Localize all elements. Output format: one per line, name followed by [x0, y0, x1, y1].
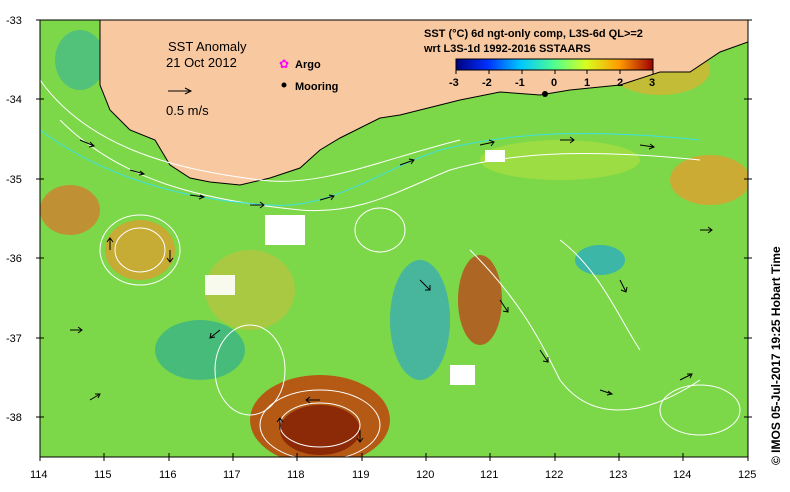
- product-line-1: SST (°C) 6d ngt-only comp, L3S-6d QL>=2: [424, 28, 643, 40]
- map-date: 21 Oct 2012: [166, 55, 237, 70]
- warm-eddy-core: [280, 405, 360, 455]
- x-tick-label: 120: [416, 469, 434, 481]
- plot-frame: [39, 19, 749, 458]
- colorbar-tick-label: 1: [584, 77, 590, 89]
- cool-patch: [55, 30, 105, 90]
- x-tick-label: 119: [352, 469, 370, 481]
- y-tick-label: -35: [6, 174, 22, 186]
- warm-patch: [40, 185, 100, 235]
- x-tick-label: 121: [480, 469, 498, 481]
- colorbar-tick-label: 0: [551, 77, 557, 89]
- argo-label: Argo: [295, 59, 321, 71]
- scale-arrow-head: [184, 87, 193, 95]
- mild-patch: [205, 250, 295, 330]
- y-tick-label: -36: [6, 253, 22, 265]
- mooring-legend-icon: [281, 82, 287, 88]
- warm-patch: [670, 155, 748, 205]
- warm-patch: [105, 220, 175, 280]
- colorbar: [455, 58, 654, 71]
- cool-patch: [575, 245, 625, 275]
- y-tick-label: -33: [6, 15, 22, 27]
- x-tick-label: 124: [673, 469, 691, 481]
- x-tick-label: 114: [30, 469, 48, 481]
- cool-patch: [390, 260, 450, 380]
- y-tick-label: -37: [6, 333, 22, 345]
- credit-text: © IMOS 05-Jul-2017 19:25 Hobart Time: [769, 246, 783, 465]
- colorbar-tick-label: -1: [515, 77, 525, 89]
- velocity-arrows: [70, 136, 713, 443]
- y-tick-label: -34: [6, 94, 22, 106]
- x-tick-label: 123: [609, 469, 627, 481]
- no-data-patch: [450, 365, 475, 385]
- y-ticks: [36, 19, 752, 418]
- no-data-patch: [205, 275, 235, 295]
- argo-icon: ✿: [279, 57, 289, 71]
- colorbar-ticks: [455, 70, 654, 74]
- cool-patch: [155, 320, 245, 380]
- map-title: SST Anomaly: [168, 39, 247, 54]
- mooring-label: Mooring: [295, 81, 338, 93]
- x-tick-label: 118: [287, 469, 305, 481]
- colorbar-tick-label: 2: [617, 77, 623, 89]
- coastal-current-line: [40, 129, 701, 206]
- colorbar-tick-label: 3: [649, 77, 655, 89]
- mooring-marker: [542, 91, 548, 97]
- mild-patch: [480, 140, 640, 180]
- x-tick-label: 116: [159, 469, 177, 481]
- x-tick-label: 115: [94, 469, 112, 481]
- product-line-2: wrt L3S-1d 1992-2016 SSTAARS: [423, 43, 591, 55]
- colorbar-tick-label: -3: [449, 77, 459, 89]
- y-tick-label: -38: [6, 412, 22, 424]
- scale-label: 0.5 m/s: [166, 103, 209, 118]
- x-ticks: [39, 453, 749, 461]
- colorbar-tick-label: -2: [482, 77, 492, 89]
- x-tick-label: 125: [738, 469, 756, 481]
- x-tick-label: 117: [223, 469, 241, 481]
- warm-patch: [458, 255, 502, 345]
- x-tick-label: 122: [545, 469, 563, 481]
- sst-field: [40, 20, 748, 457]
- no-data-patch: [265, 215, 305, 245]
